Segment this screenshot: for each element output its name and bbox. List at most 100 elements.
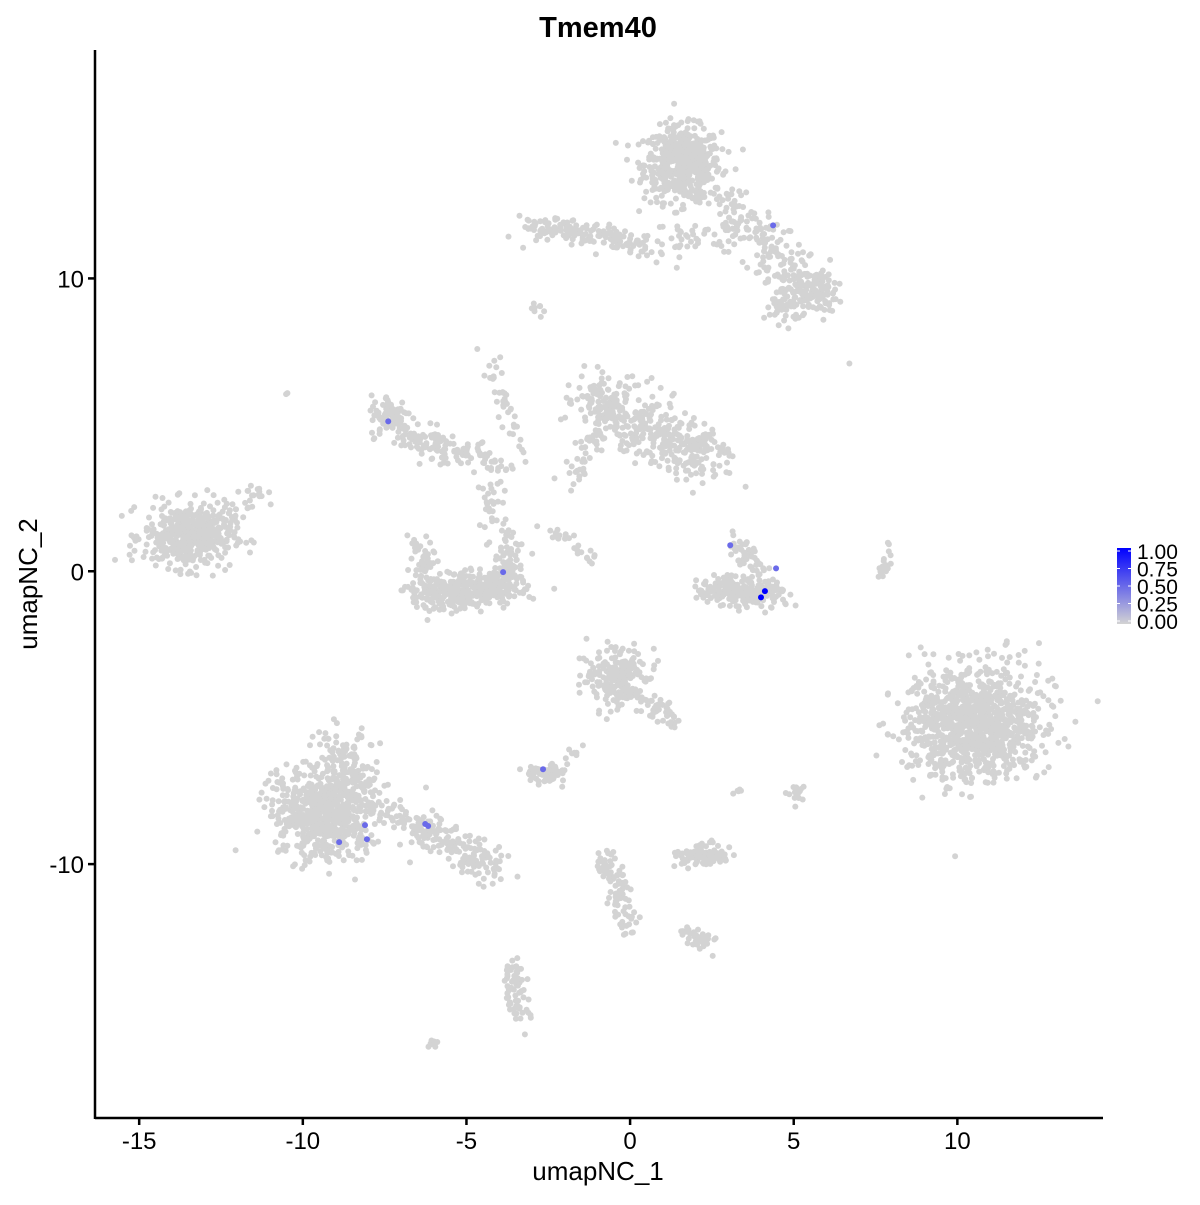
grey-cell-point [416, 460, 423, 467]
grey-cell-point [774, 308, 781, 315]
grey-cell-point [691, 422, 698, 429]
grey-cell-point [427, 420, 434, 427]
grey-cell-point [112, 556, 118, 563]
grey-cell-point [568, 400, 575, 407]
grey-cell-point [653, 133, 660, 140]
grey-cell-point [215, 562, 222, 569]
grey-cell-point [658, 192, 665, 199]
grey-cell-point [640, 138, 646, 145]
grey-cell-point [770, 226, 777, 233]
grey-cell-point [306, 762, 313, 769]
grey-cell-point [606, 412, 613, 419]
grey-cell-point [745, 226, 752, 233]
grey-cell-point [304, 807, 311, 814]
grey-cell-point [765, 213, 772, 220]
grey-cell-point [486, 362, 493, 369]
grey-cell-point [475, 591, 482, 598]
grey-cell-point [818, 281, 825, 288]
grey-cell-point [507, 568, 514, 575]
grey-cell-point [266, 489, 273, 496]
grey-cell-point [997, 685, 1004, 691]
grey-cell-point [730, 598, 736, 604]
grey-cell-point [490, 582, 497, 589]
grey-cell-point [722, 227, 729, 234]
grey-cell-point [993, 668, 1000, 675]
grey-cell-point [692, 222, 699, 229]
grey-cell-point [491, 357, 498, 364]
grey-cell-point [369, 417, 376, 424]
grey-cell-point [446, 569, 453, 576]
grey-cell-point [488, 498, 495, 505]
grey-cell-point [488, 576, 495, 583]
grey-cell-point [1019, 742, 1026, 749]
grey-cell-point [284, 842, 291, 849]
grey-cell-point [323, 783, 330, 790]
grey-cell-point [1023, 722, 1030, 729]
grey-cell-point [689, 452, 696, 459]
grey-cell-point [493, 517, 500, 524]
grey-cell-point [409, 540, 416, 547]
grey-cell-point [490, 374, 497, 381]
grey-cell-point [481, 524, 488, 531]
grey-cell-point [884, 731, 891, 738]
grey-cell-point [746, 597, 753, 604]
grey-cell-point [460, 578, 467, 585]
grey-cell-point [300, 785, 307, 792]
grey-cell-point [777, 288, 784, 295]
grey-cell-point [588, 227, 594, 234]
grey-cell-point [836, 280, 843, 287]
grey-cell-point [727, 576, 734, 583]
grey-cell-point [920, 707, 927, 714]
grey-cell-point [625, 423, 631, 430]
grey-cell-point [437, 461, 444, 468]
grey-cell-point [960, 737, 966, 743]
grey-cell-point [294, 776, 301, 783]
grey-cell-point [510, 431, 516, 438]
grey-cell-point [667, 200, 674, 207]
grey-cell-point [267, 770, 274, 777]
grey-cell-point [1052, 713, 1059, 720]
grey-cell-point [612, 139, 619, 146]
grey-cell-point [1003, 775, 1010, 782]
grey-cell-point [520, 449, 527, 456]
grey-cell-point [551, 585, 558, 592]
grey-cell-point [919, 794, 926, 801]
grey-cell-point [646, 154, 653, 161]
grey-cell-point [648, 249, 655, 256]
grey-cell-point [915, 762, 922, 768]
grey-cell-point [691, 125, 698, 132]
grey-cell-point [800, 249, 806, 256]
grey-cell-point [725, 195, 732, 202]
grey-cell-point [469, 584, 476, 591]
grey-cell-point [289, 817, 296, 824]
grey-cell-point [187, 500, 194, 507]
grey-cell-point [128, 557, 135, 564]
grey-cell-point [143, 527, 150, 534]
grey-cell-point [261, 804, 268, 811]
grey-cell-point [943, 785, 950, 792]
grey-cell-point [582, 231, 589, 237]
grey-cell-point [903, 709, 910, 716]
grey-cell-point [592, 223, 598, 230]
grey-cell-point [299, 798, 306, 804]
grey-cell-point [676, 254, 683, 261]
grey-cell-point [744, 264, 751, 271]
grey-cell-point [691, 147, 697, 154]
grey-cell-point [688, 152, 695, 159]
grey-cell-point [373, 769, 380, 776]
grey-cell-point [978, 725, 985, 732]
grey-cell-point [533, 237, 540, 244]
grey-cell-point [726, 470, 733, 476]
grey-cell-point [511, 593, 518, 600]
grey-cell-point [245, 504, 252, 511]
grey-cell-point [1012, 726, 1019, 733]
grey-cell-point [963, 729, 970, 736]
grey-cell-point [1032, 679, 1039, 685]
grey-cell-point [484, 452, 491, 459]
grey-cell-point [654, 140, 661, 146]
grey-cell-point [190, 533, 197, 540]
grey-cell-point [353, 820, 360, 827]
grey-cell-point [485, 490, 492, 497]
grey-cell-point [983, 668, 990, 675]
grey-cell-point [987, 687, 994, 694]
